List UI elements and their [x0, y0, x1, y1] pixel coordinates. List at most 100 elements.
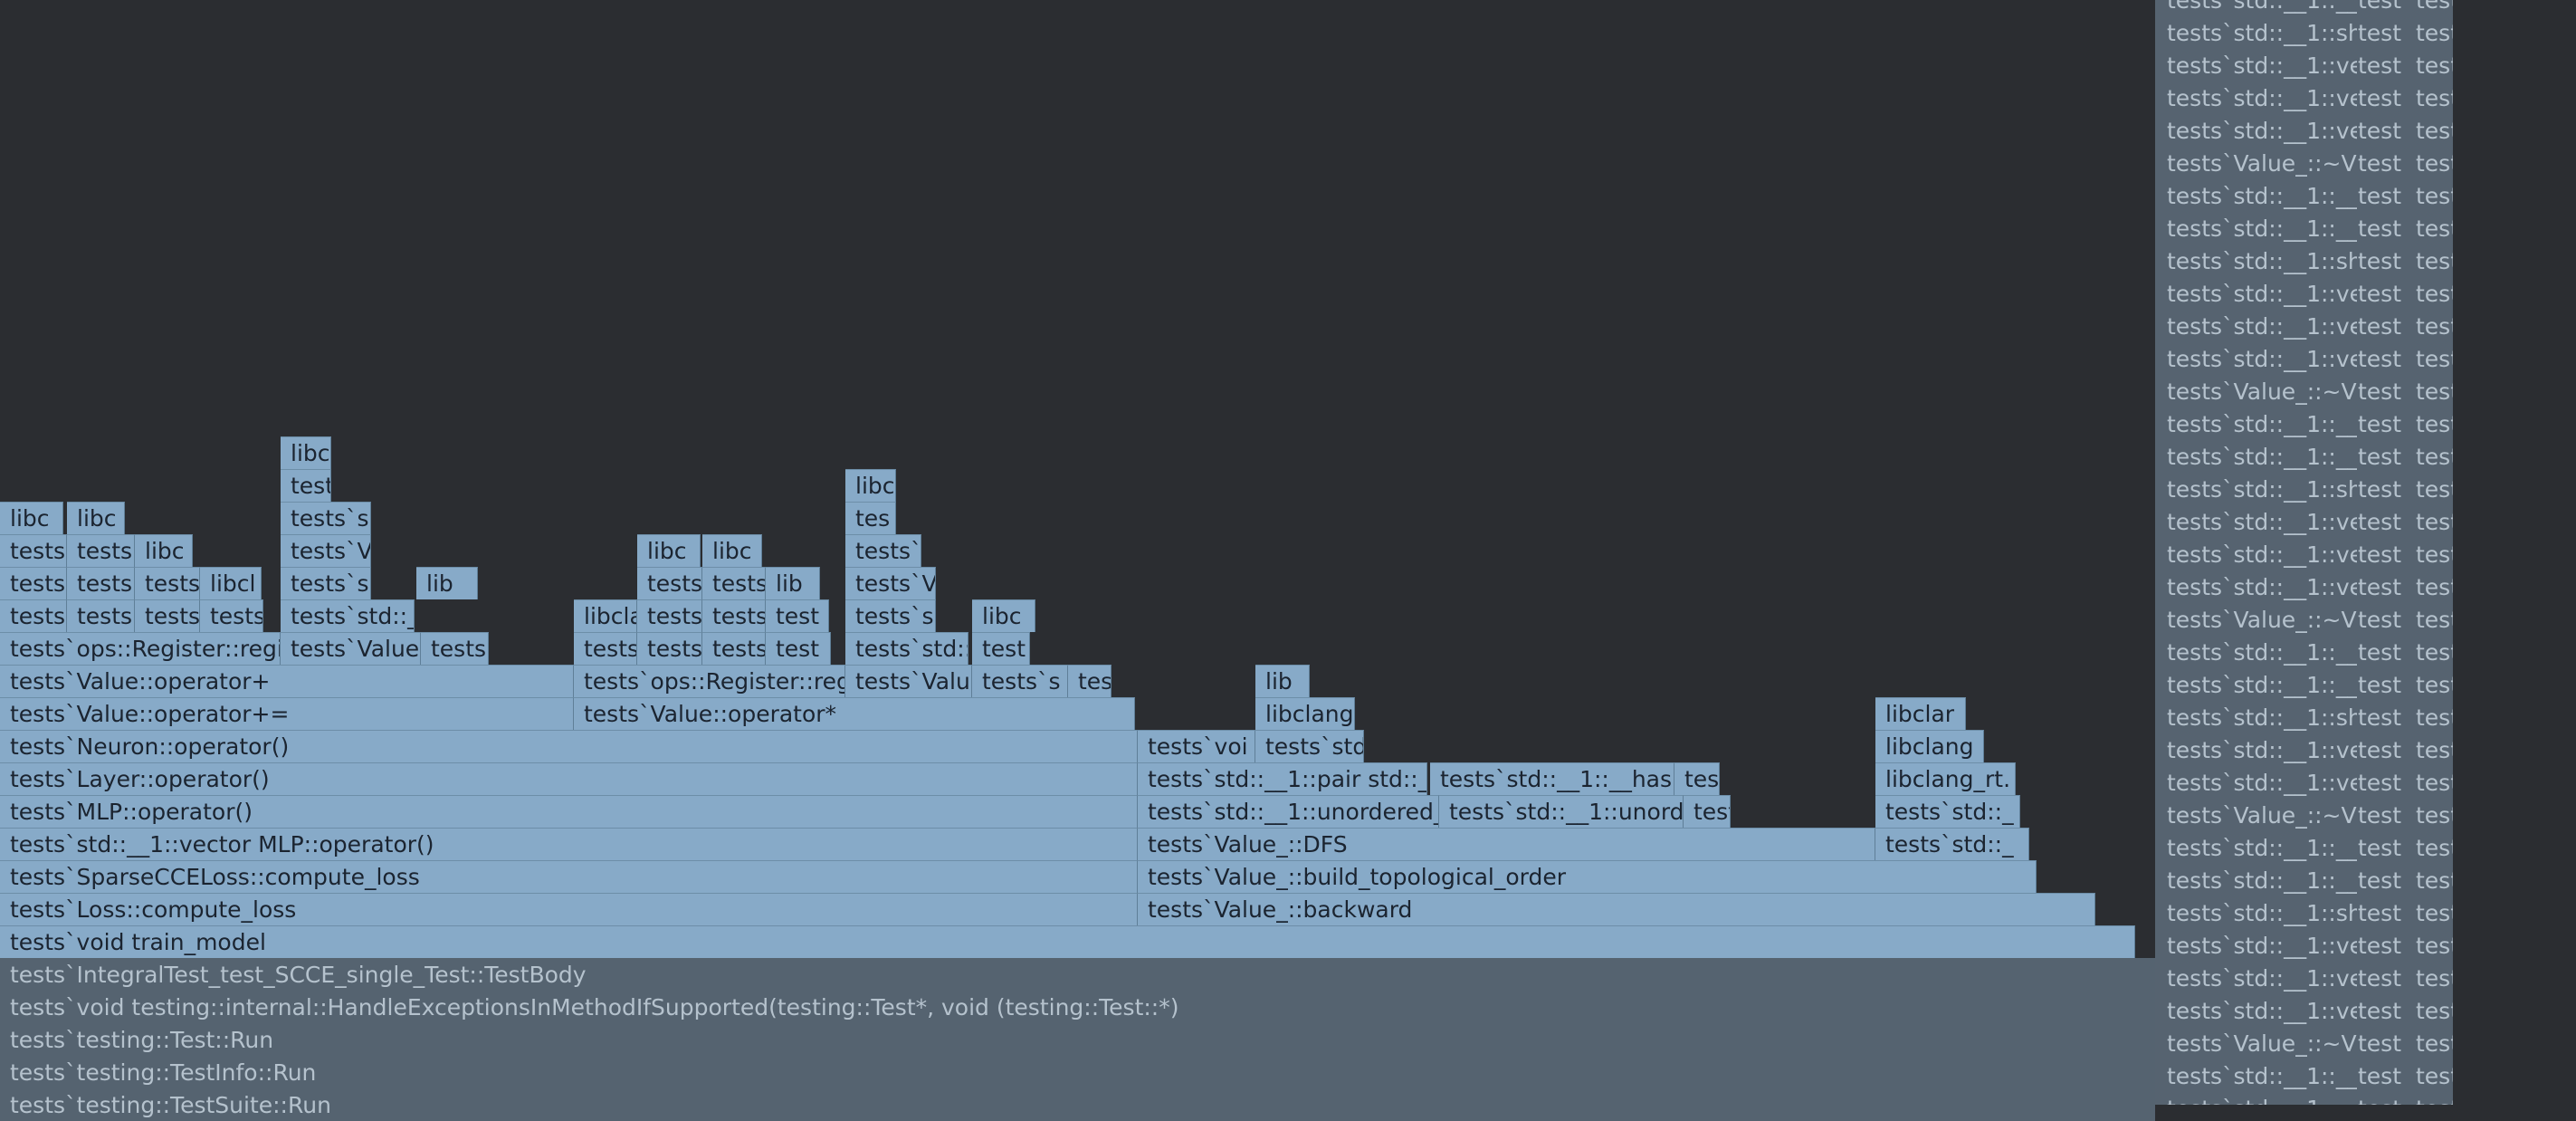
right-frame-col2[interactable]: test — [2358, 802, 2402, 829]
frame-pair[interactable]: tests`std::__1::pair std::__ — [1138, 762, 1427, 795]
right-frame-label[interactable]: tests`std::__1::__ — [2167, 835, 2357, 861]
right-frame-label[interactable]: tests`std::__1::ve — [2167, 313, 2357, 340]
frame-compute-loss[interactable]: tests`Loss::compute_loss — [0, 893, 1138, 925]
frame-tests-std[interactable]: tests`std::_ — [845, 632, 968, 665]
frame-libc[interactable]: libc — [0, 502, 63, 534]
frame-tests-std[interactable]: tests`std::_ — [281, 599, 415, 632]
frame-tests-v[interactable]: tests`V — [281, 534, 371, 567]
right-frame-label[interactable]: tests`std::__1::sh — [2167, 900, 2357, 926]
right-frame-col3[interactable]: test — [2416, 53, 2456, 79]
frame-libc[interactable]: libc — [135, 534, 193, 567]
frame-test[interactable]: test — [972, 632, 1030, 665]
frame-tests-std[interactable]: tests`std — [1255, 730, 1364, 762]
right-frame-col3[interactable]: test — [2416, 85, 2456, 111]
right-frame-col2[interactable]: test — [2358, 150, 2402, 177]
right-frame-col2[interactable]: test — [2358, 20, 2402, 46]
frame-tests[interactable]: tests — [1684, 795, 1731, 828]
right-frame-col3[interactable]: test — [2416, 183, 2456, 209]
right-frame-col2[interactable]: test — [2358, 444, 2402, 470]
right-frame-col3[interactable]: test — [2416, 867, 2456, 894]
right-frame-label[interactable]: tests`std::__1::__ — [2167, 639, 2357, 666]
right-frame-col3[interactable]: test — [2416, 20, 2456, 46]
frame-build-topo[interactable]: tests`Value_::build_topological_order — [1138, 860, 2037, 893]
frame-tests[interactable]: tests — [702, 632, 766, 665]
right-frame-label[interactable]: tests`std::__1::ve — [2167, 281, 2357, 307]
right-frame-label[interactable]: tests`std::__1::ve — [2167, 85, 2357, 111]
frame-tests-s[interactable]: tests`s — [281, 502, 371, 534]
frame-tests[interactable]: tests — [0, 567, 67, 599]
right-frame-label[interactable]: tests`Value_::~V — [2167, 150, 2357, 177]
frame-std[interactable]: tests`std::_ — [1875, 828, 2029, 860]
right-frame-col3[interactable]: test — [2416, 118, 2456, 144]
right-frame-col3[interactable]: test — [2416, 476, 2456, 503]
right-frame-col2[interactable]: test — [2358, 737, 2402, 763]
right-frame-col2[interactable]: test — [2358, 770, 2402, 796]
frame-tests[interactable]: tests — [1674, 762, 1720, 795]
right-frame-label[interactable]: tests`std::__1::__ — [2167, 1063, 2357, 1089]
right-frame-col3[interactable]: test — [2416, 541, 2456, 568]
frame-train-model[interactable]: tests`void train_model — [0, 925, 2135, 958]
frame-neuron-op[interactable]: tests`Neuron::operator() — [0, 730, 1138, 762]
right-frame-col2[interactable]: test — [2358, 933, 2402, 959]
frame-lib[interactable]: lib — [416, 567, 478, 599]
right-frame-label[interactable]: tests`std::__1::__ — [2167, 0, 2357, 14]
right-frame-col2[interactable]: test — [2358, 574, 2402, 600]
right-frame-col2[interactable]: test — [2358, 248, 2402, 274]
frame-tests-s[interactable]: tests`s — [281, 567, 371, 599]
right-frame-col3[interactable]: test — [2416, 281, 2456, 307]
right-frame-col3[interactable]: test — [2416, 965, 2456, 992]
right-frame-col3[interactable]: test — [2416, 639, 2456, 666]
frame-dimmed[interactable]: tests`IntegralTest_test_SCCE_single_Test… — [0, 958, 2155, 991]
frame-tests[interactable]: tests — [574, 632, 637, 665]
frame-unordered[interactable]: tests`std::__1::unordered_ — [1138, 795, 1439, 828]
frame-libclang[interactable]: libclang — [1875, 730, 1984, 762]
frame-libc[interactable]: libc — [845, 469, 896, 502]
frame-tests[interactable]: tests — [67, 567, 135, 599]
right-frame-label[interactable]: tests`std::__1::sh — [2167, 248, 2357, 274]
frame-tests[interactable]: tests — [637, 632, 702, 665]
frame-dimmed[interactable]: tests`void testing::internal::HandleExce… — [0, 991, 2155, 1023]
right-frame-col3[interactable]: test — [2416, 509, 2456, 535]
frame-value-times[interactable]: tests`Value::operator* — [574, 697, 1135, 730]
frame-libclang-rt[interactable]: libclang_rt. — [1875, 762, 2016, 795]
right-frame-label[interactable]: tests`std::__1::__ — [2167, 672, 2357, 698]
frame-tests[interactable]: test — [766, 599, 829, 632]
right-frame-col2[interactable]: test — [2358, 541, 2402, 568]
right-frame-col2[interactable]: test — [2358, 509, 2402, 535]
right-frame-col2[interactable]: test — [2358, 672, 2402, 698]
frame-tests-s[interactable]: tests`s — [972, 665, 1068, 697]
right-frame-col2[interactable]: test — [2358, 867, 2402, 894]
frame-tests-voi[interactable]: tests`voi — [1138, 730, 1255, 762]
right-frame-col2[interactable]: test — [2358, 639, 2402, 666]
right-frame-label[interactable]: tests`std::__1::ve — [2167, 737, 2357, 763]
right-frame-col3[interactable]: test — [2416, 411, 2456, 437]
frame-libcl[interactable]: libcl — [200, 567, 262, 599]
right-frame-label[interactable]: tests`std::__1::sh — [2167, 704, 2357, 731]
frame-test[interactable]: test — [281, 469, 331, 502]
right-frame-col3[interactable]: test — [2416, 933, 2456, 959]
right-frame-col3[interactable]: test — [2416, 607, 2456, 633]
right-frame-col2[interactable]: test — [2358, 53, 2402, 79]
frame-dimmed[interactable]: tests`testing::Test::Run — [0, 1023, 2155, 1056]
frame-backward[interactable]: tests`Value_::backward — [1138, 893, 2095, 925]
right-frame-col3[interactable]: test — [2416, 672, 2456, 698]
right-frame-label[interactable]: tests`std::__1::ve — [2167, 346, 2357, 372]
frame-lib[interactable]: lib — [1255, 665, 1310, 697]
frame-tests[interactable]: tests — [67, 534, 135, 567]
right-frame-col3[interactable]: test — [2416, 835, 2456, 861]
frame-libc[interactable]: libc — [972, 599, 1035, 632]
frame-tests-v[interactable]: tests`V — [845, 567, 936, 599]
right-frame-label[interactable]: tests`Value_::~V — [2167, 378, 2357, 405]
right-frame-col2[interactable]: test — [2358, 183, 2402, 209]
right-frame-label[interactable]: tests`Value_::~V — [2167, 802, 2357, 829]
frame-dfs[interactable]: tests`Value_::DFS — [1138, 828, 1875, 860]
frame-libc[interactable]: libc — [702, 534, 762, 567]
right-frame-col3[interactable]: test — [2416, 1030, 2456, 1057]
right-frame-col3[interactable]: test — [2416, 704, 2456, 731]
frame-tests[interactable]: tests — [135, 567, 200, 599]
right-frame-col3[interactable]: test — [2416, 802, 2456, 829]
right-frame-label[interactable]: tests`std::__1::sh — [2167, 20, 2357, 46]
right-frame-col2[interactable]: test — [2358, 835, 2402, 861]
frame-dimmed[interactable]: tests`testing::TestSuite::Run — [0, 1088, 2155, 1121]
frame-ops-register[interactable]: tests`ops::Register::regi — [0, 632, 281, 665]
